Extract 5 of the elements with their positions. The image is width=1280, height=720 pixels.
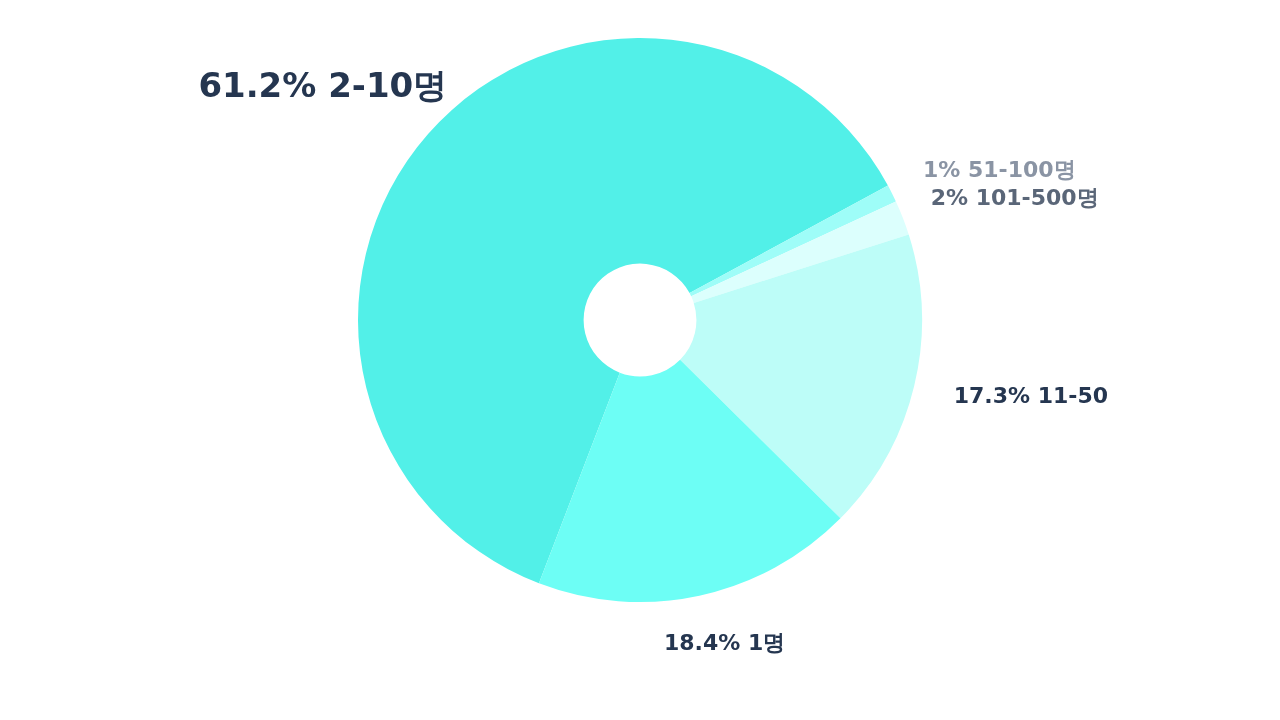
slice-label: 17.3% 11-50	[953, 383, 1109, 409]
slice-label: 61.2% 2-10명	[198, 64, 448, 105]
slice-label: 18.4% 1명	[663, 630, 786, 656]
slice-label: 1% 51-100명	[922, 156, 1076, 182]
slice-label: 2% 101-500명	[930, 185, 1099, 211]
